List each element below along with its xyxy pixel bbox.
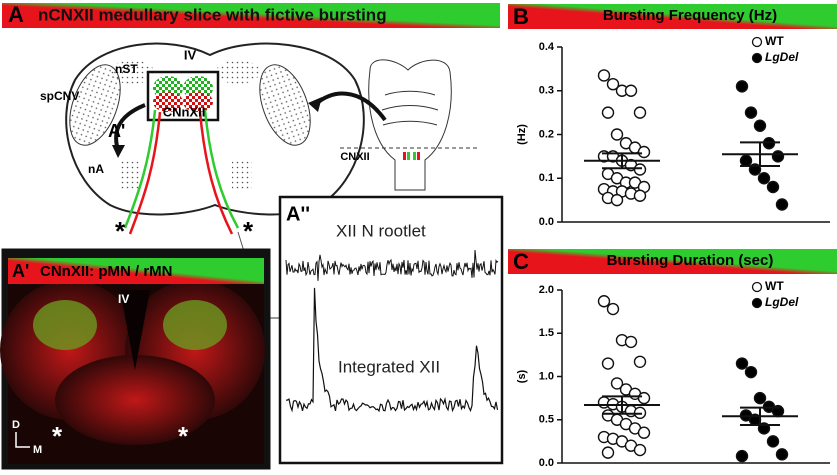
data-point (633, 355, 647, 368)
slice-label: CNnXII (163, 104, 206, 119)
panel-label: C (513, 249, 529, 274)
slice-label: nA (88, 162, 104, 176)
data-point (766, 180, 780, 194)
y-axis-label: (Hz) (516, 124, 528, 145)
photo-label: D (12, 419, 20, 431)
legend-marker (751, 297, 763, 309)
legend-label: LgDel (765, 50, 799, 64)
data-point (766, 435, 780, 448)
panel-label: A (8, 2, 24, 27)
data-point (753, 119, 767, 132)
legend-label: WT (765, 279, 784, 293)
data-point (597, 295, 611, 308)
banner (508, 249, 837, 274)
data-point (739, 154, 753, 167)
panel-label: B (513, 4, 529, 29)
y-tick-label: 0.2 (539, 128, 554, 140)
photo-label: * (178, 421, 189, 451)
banner (8, 258, 264, 284)
y-tick-label: 0.5 (539, 414, 554, 426)
traces (285, 249, 499, 413)
slice-label: A' (108, 121, 125, 141)
slice-label: * (243, 216, 254, 246)
legend-marker (751, 36, 763, 48)
data-point (606, 77, 620, 91)
error-bar (740, 141, 780, 167)
error-bar (602, 395, 642, 415)
data-point (601, 106, 615, 119)
photo-label: IV (118, 292, 129, 306)
data-point (597, 69, 611, 82)
data-point (757, 172, 771, 185)
data-point (633, 443, 647, 457)
data-point (735, 357, 749, 370)
error-bar (740, 406, 780, 426)
photo-label: * (52, 421, 63, 451)
y-tick-label: 1.5 (539, 327, 554, 339)
data-point (610, 193, 624, 207)
data-point (735, 449, 749, 463)
data-point (637, 426, 651, 439)
y-tick-label: 0.0 (539, 216, 554, 228)
data-point (633, 163, 647, 176)
data-point (606, 302, 620, 316)
chart-title: Bursting Duration (sec) (607, 252, 774, 269)
data-point (610, 128, 624, 141)
y-tick-label: 0.4 (539, 41, 555, 53)
schematic-label: CNXII (340, 151, 369, 163)
data-point (771, 150, 785, 163)
data-point (744, 106, 758, 119)
legend-marker (751, 52, 763, 64)
legend-marker (751, 281, 763, 293)
y-tick-label: 0.0 (539, 457, 554, 469)
chart-title: Bursting Frequency (Hz) (603, 7, 777, 24)
legend-label: WT (765, 34, 784, 48)
data-point (633, 106, 647, 119)
integrated-trace (285, 287, 499, 413)
trace-label: Integrated XII (338, 357, 440, 376)
data-point (775, 198, 789, 211)
orientation-axes (15, 432, 30, 448)
data-point (601, 446, 615, 459)
data-point (753, 391, 767, 405)
panel-title: nCNXII medullary slice with fictive burs… (38, 5, 387, 24)
banner (2, 3, 500, 28)
data-point (624, 84, 638, 97)
y-tick-label: 0.3 (539, 85, 554, 97)
data-point (744, 365, 758, 379)
legend-label: LgDel (765, 295, 799, 309)
y-axis-label: (s) (516, 369, 528, 383)
data-point (633, 189, 647, 202)
slice-diagram (65, 42, 375, 321)
slice-label: nST (115, 62, 138, 76)
y-tick-label: 1.0 (539, 370, 554, 382)
y-tick-label: 2.0 (539, 284, 554, 296)
panel-label: A' (12, 261, 29, 281)
data-point (610, 377, 624, 390)
photo-label: M (33, 444, 42, 456)
data-point (735, 80, 749, 93)
slice-label: * (115, 216, 126, 246)
data-point (637, 145, 651, 159)
error-bar (602, 152, 642, 170)
panel-label: A'' (286, 203, 310, 225)
banner (508, 4, 837, 29)
slice-label: spCNV (40, 89, 79, 103)
micrograph (0, 258, 265, 464)
data-point (775, 448, 789, 461)
photo-title: CNnXII: pMN / rMN (40, 263, 173, 280)
data-point (601, 357, 615, 370)
data-point (637, 391, 651, 405)
raw-trace (285, 249, 499, 281)
trace-label: XII N rootlet (336, 221, 426, 240)
y-tick-label: 0.1 (539, 172, 554, 184)
data-point (624, 335, 638, 349)
slice-label: IV (184, 47, 197, 62)
arrow-head (308, 97, 322, 112)
